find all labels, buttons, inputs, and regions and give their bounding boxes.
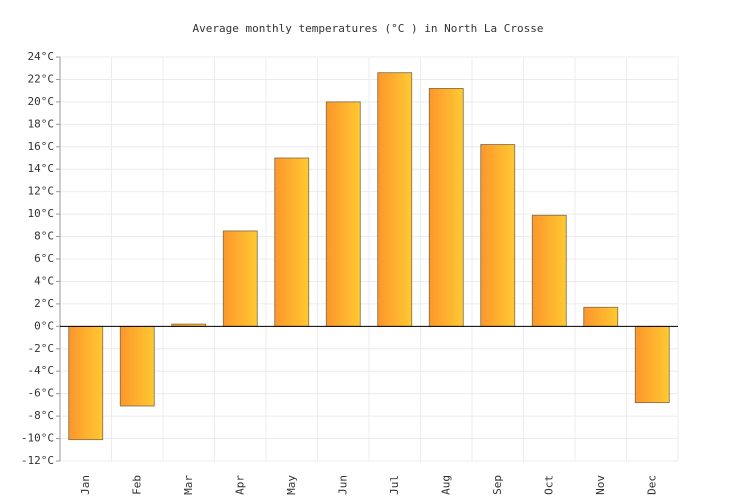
bar [222, 230, 258, 327]
bar [583, 306, 619, 327]
y-tick-label: 24°C [28, 50, 55, 63]
y-tick-label: 22°C [28, 72, 55, 85]
y-tick-label: 18°C [28, 117, 55, 130]
x-tick-label: Apr [233, 475, 246, 495]
y-tick-label: -4°C [28, 364, 55, 377]
y-tick-label: 6°C [34, 252, 54, 265]
y-tick-label: 14°C [28, 162, 55, 175]
x-tick-label: Jun [336, 475, 349, 495]
y-tick-label: 16°C [28, 140, 55, 153]
x-tick-label: Dec [645, 475, 658, 495]
y-tick-label: -6°C [28, 387, 55, 400]
bar [634, 325, 670, 404]
y-tick-label: 8°C [34, 230, 54, 243]
y-tick-label: -8°C [28, 409, 55, 422]
y-tick-label: 2°C [34, 297, 54, 310]
y-tick-label: 20°C [28, 95, 55, 108]
y-tick-label: 12°C [28, 185, 55, 198]
y-tick-label: -12°C [21, 454, 54, 467]
x-tick-label: Oct [542, 475, 555, 495]
y-tick-label: 10°C [28, 207, 55, 220]
x-tick-label: Aug [439, 475, 452, 495]
x-tick-label: Mar [182, 475, 195, 495]
bar [428, 88, 464, 327]
x-tick-label: Jan [79, 475, 92, 495]
bar [531, 214, 567, 327]
bar [480, 144, 516, 327]
y-tick-label: 0°C [34, 319, 54, 332]
x-tick-label: May [285, 475, 298, 495]
bar [274, 157, 310, 327]
y-tick-label: 4°C [34, 274, 54, 287]
x-tick-label: Feb [130, 475, 143, 495]
bar [68, 325, 104, 441]
y-tick-label: -2°C [28, 342, 55, 355]
bar [377, 72, 413, 327]
bar [325, 101, 361, 327]
x-tick-label: Jul [388, 475, 401, 495]
x-tick-label: Nov [594, 475, 607, 495]
bar [119, 325, 155, 407]
y-tick-label: -10°C [21, 432, 54, 445]
chart-title: Average monthly temperatures (°C ) in No… [193, 22, 544, 35]
x-tick-label: Sep [491, 475, 504, 495]
